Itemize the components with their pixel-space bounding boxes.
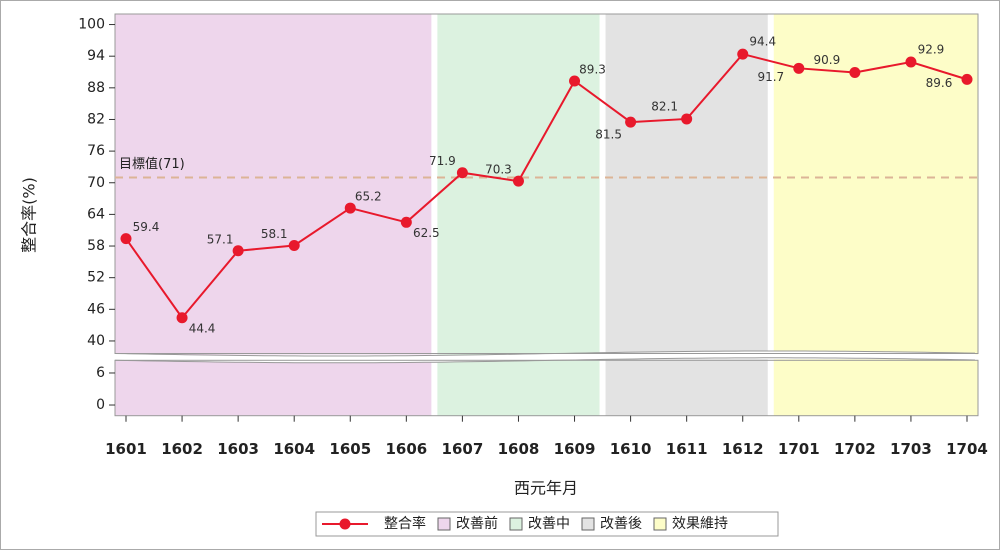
- y-axis-title: 整合率(%): [20, 177, 39, 253]
- point: [120, 233, 132, 245]
- x-tick-label: 1601: [105, 440, 147, 458]
- plot-border: [114, 13, 979, 354]
- legend-swatch: [581, 517, 595, 531]
- value-label: 44.4: [189, 321, 216, 335]
- y-tick-label: 46: [87, 301, 105, 317]
- legend-label: 整合率: [384, 515, 426, 532]
- y-tick-label: 94: [87, 48, 105, 64]
- x-tick-label: 1701: [778, 440, 820, 458]
- series-line: [125, 52, 968, 320]
- value-label: 82.1: [651, 99, 678, 113]
- x-tick-label: 1610: [610, 440, 652, 458]
- y-tick-label: 76: [87, 143, 105, 159]
- value-label: 62.5: [413, 226, 440, 240]
- x-tick-label: 1604: [273, 440, 315, 458]
- x-tick-label: 1605: [329, 440, 371, 458]
- x-tick-label: 1607: [442, 440, 484, 458]
- value-label: 92.9: [918, 42, 945, 56]
- value-label: 70.3: [485, 163, 512, 177]
- x-tick-label: 1611: [666, 440, 708, 458]
- y-tick-label: 100: [78, 17, 105, 33]
- x-tick-label: 1704: [946, 440, 988, 458]
- x-tick-label: 1603: [217, 440, 259, 458]
- point: [625, 116, 637, 128]
- y-tick-label: 70: [87, 175, 105, 191]
- point: [961, 73, 973, 85]
- value-label: 91.7: [757, 70, 784, 84]
- value-label: 94.4: [749, 35, 776, 49]
- point: [400, 216, 412, 228]
- value-label: 89.6: [926, 76, 953, 90]
- value-label: 57.1: [207, 232, 234, 246]
- point: [288, 240, 300, 252]
- legend-label: 改善中: [528, 516, 570, 532]
- legend-swatch: [437, 517, 451, 531]
- legend-swatch: [509, 517, 523, 531]
- legend-label: 效果維持: [672, 516, 728, 532]
- phase-band: [605, 14, 768, 416]
- x-tick-label: 1702: [834, 440, 876, 458]
- legend-label: 改善後: [600, 516, 642, 532]
- value-label: 81.5: [595, 128, 622, 142]
- value-label: 90.9: [814, 53, 841, 67]
- point: [681, 113, 693, 125]
- x-tick-label: 1703: [890, 440, 932, 458]
- point: [849, 67, 861, 79]
- y-tick-label: 40: [87, 333, 105, 349]
- value-label: 89.3: [579, 62, 606, 76]
- y-tick-label: 58: [87, 238, 105, 254]
- legend-marker: [339, 518, 351, 530]
- value-label: 65.2: [355, 190, 382, 204]
- value-label: 58.1: [261, 227, 288, 241]
- point: [176, 312, 188, 324]
- value-label: 71.9: [429, 154, 456, 168]
- legend-swatch: [653, 517, 667, 531]
- y-tick-label: 88: [87, 80, 105, 96]
- break-fill: [115, 354, 978, 360]
- y-tick-label: 64: [87, 206, 105, 222]
- y-tick-label: 82: [87, 111, 105, 127]
- x-axis-title: 西元年月: [514, 479, 578, 498]
- point: [905, 56, 917, 68]
- legend-label: 改善前: [456, 515, 498, 532]
- x-tick-label: 1602: [161, 440, 203, 458]
- point: [456, 167, 468, 179]
- value-label: 59.4: [133, 220, 160, 234]
- point: [344, 202, 356, 214]
- target-label: 目標值(71): [119, 156, 185, 172]
- point: [737, 48, 749, 60]
- plot-border: [114, 359, 979, 417]
- point: [569, 75, 581, 87]
- x-tick-label: 1609: [554, 440, 596, 458]
- point: [793, 62, 805, 74]
- y-tick-label: 6: [96, 365, 105, 381]
- x-tick-label: 1612: [722, 440, 764, 458]
- phase-band: [773, 14, 978, 416]
- legend-box: [315, 511, 779, 537]
- x-tick-label: 1608: [498, 440, 540, 458]
- y-tick-label: 0: [96, 397, 105, 413]
- x-tick-label: 1606: [385, 440, 427, 458]
- y-tick-label: 52: [87, 270, 105, 286]
- point: [232, 245, 244, 257]
- point: [512, 175, 524, 187]
